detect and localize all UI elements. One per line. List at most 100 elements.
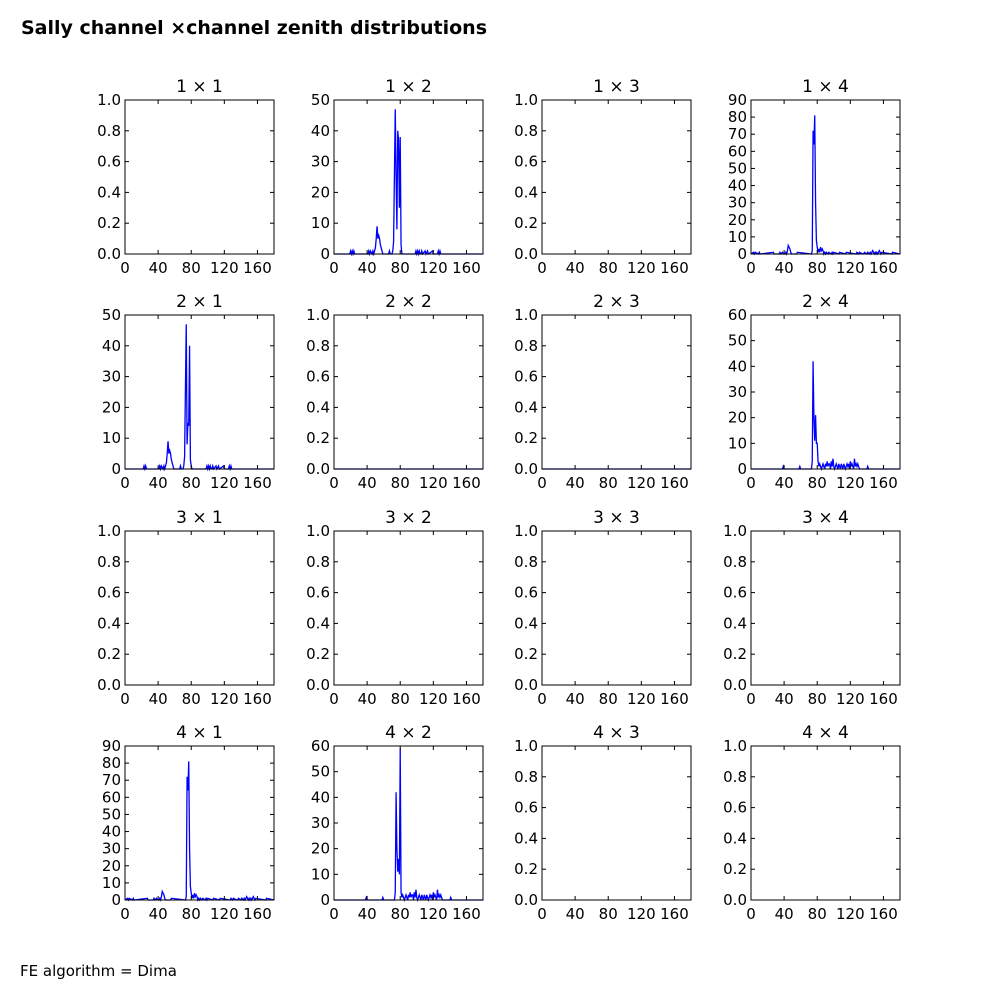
subplot-2-1-xtick-label: 40 (149, 474, 168, 492)
subplot-2-3-xtick-label: 160 (660, 474, 689, 492)
subplot-2-3-ytick-label: 0.4 (514, 398, 538, 416)
subplot-3-1-xtick-label: 0 (120, 690, 130, 708)
subplot-2-4-axes-frame (750, 314, 901, 470)
subplot-3-1-xtick-label: 40 (149, 690, 168, 708)
subplot-3-2-ytick-label: 0.8 (306, 553, 330, 571)
subplot-4-2-ytick-label: 10 (311, 865, 330, 883)
subplot-2-4-ytick-label: 0 (737, 460, 747, 478)
subplot-2-4-title: 2 × 4 (802, 292, 849, 312)
subplot-2-3-xtick-label: 120 (627, 474, 656, 492)
subplot-1-3-axes-frame (541, 99, 692, 255)
subplot-3-1-ytick-label: 1.0 (97, 522, 121, 540)
subplot-1-2-xtick-label: 80 (391, 259, 410, 277)
subplot-4-3-xtick-label: 40 (566, 905, 585, 923)
subplot-2-2-xtick-label: 120 (419, 474, 448, 492)
subplot-3-3-ytick-label: 0.2 (514, 645, 538, 663)
subplot-1-4-ytick-label: 80 (728, 108, 747, 126)
subplot-2-1-ytick-label: 0 (111, 460, 121, 478)
subplot-2-4-xtick-label: 40 (775, 474, 794, 492)
subplot-1-2-axes-frame (333, 99, 484, 255)
subplot-3-4-axes-frame (750, 530, 901, 686)
subplot-2-1-ytick-label: 40 (102, 337, 121, 355)
subplot-3-2-xtick-label: 160 (452, 690, 481, 708)
subplot-3-4-ytick-label: 0.6 (723, 584, 747, 602)
subplot-4-4-xtick-label: 160 (869, 905, 898, 923)
subplot-4-1-ytick-label: 60 (102, 788, 121, 806)
subplot-2-3-axes-frame (541, 314, 692, 470)
subplot-4-3-ytick-label: 0.2 (514, 860, 538, 878)
subplot-2-2-axes-frame (333, 314, 484, 470)
subplot-3-2-ytick-label: 0.0 (306, 676, 330, 694)
subplot-3-1-title: 3 × 1 (176, 508, 223, 528)
subplot-1-1-ytick-label: 0.2 (97, 214, 121, 232)
subplot-1-4-ytick-label: 10 (728, 228, 747, 246)
subplot-2-4-ytick-label: 50 (728, 332, 747, 350)
subplot-1-1-ytick-label: 1.0 (97, 91, 121, 109)
subplot-4-4-ytick-label: 1.0 (723, 737, 747, 755)
subplot-2-3-ytick-label: 0.8 (514, 337, 538, 355)
subplot-3-4-ytick-label: 0.4 (723, 614, 747, 632)
subplot-4-4-ytick-label: 0.8 (723, 768, 747, 786)
subplot-2-4-xtick-label: 160 (869, 474, 898, 492)
subplot-2-2-title: 2 × 2 (385, 292, 432, 312)
subplot-4-1-xtick-label: 120 (210, 905, 239, 923)
subplot-3-3-ytick-label: 0.6 (514, 584, 538, 602)
subplot-2-2: 2 × 2 0 40 80 120 160 0.0 0.2 0.4 0.6 0.8 1.0 (306, 292, 484, 492)
subplot-2-1-xtick-label: 80 (182, 474, 201, 492)
subplot-2-2-ytick-label: 0.6 (306, 368, 330, 386)
subplot-1-3-xtick-label: 40 (566, 259, 585, 277)
subplot-1-1-xtick-label: 160 (243, 259, 272, 277)
subplot-4-3-xtick-label: 120 (627, 905, 656, 923)
subplot-3-4-xtick-label: 80 (808, 690, 827, 708)
subplot-4-3: 4 × 3 0 40 80 120 160 0.0 0.2 0.4 0.6 0.8 1.0 (514, 723, 692, 923)
subplot-2-1-axes-frame (124, 314, 275, 470)
subplot-3-3-title: 3 × 3 (593, 508, 640, 528)
subplot-1-4-xtick-label: 0 (746, 259, 756, 277)
subplot-3-2-xtick-label: 120 (419, 690, 448, 708)
subplot-1-4-ytick-label: 60 (728, 142, 747, 160)
subplot-2-3-ytick-label: 0.0 (514, 460, 538, 478)
subplot-4-1-ytick-label: 30 (102, 840, 121, 858)
subplot-4-3-ytick-label: 0.6 (514, 799, 538, 817)
subplot-3-4-ytick-label: 0.8 (723, 553, 747, 571)
subplot-3-1-axes-frame (124, 530, 275, 686)
subplot-4-1-ytick-label: 50 (102, 805, 121, 823)
subplot-1-2-ytick-label: 20 (311, 183, 330, 201)
subplot-1-4-ytick-label: 90 (728, 91, 747, 109)
subplot-4-1-series-line (124, 761, 275, 902)
subplot-1-3-ytick-label: 0.8 (514, 122, 538, 140)
subplot-3-2-ytick-label: 0.6 (306, 584, 330, 602)
subplot-4-2-xtick-label: 40 (358, 905, 377, 923)
subplot-3-3-xtick-label: 40 (566, 690, 585, 708)
subplot-2-2-xtick-label: 160 (452, 474, 481, 492)
subplot-3-4: 3 × 4 0 40 80 120 160 0.0 0.2 0.4 0.6 0.8 1.0 (723, 508, 901, 708)
subplot-3-4-xtick-label: 0 (746, 690, 756, 708)
subplot-3-2-ytick-label: 0.4 (306, 614, 330, 632)
subplot-1-2-ytick-label: 50 (311, 91, 330, 109)
subplot-3-4-xtick-label: 120 (836, 690, 865, 708)
subplot-2-4-ytick-label: 20 (728, 409, 747, 427)
subplot-4-3-ytick-label: 0.0 (514, 891, 538, 909)
subplot-1-4-title: 1 × 4 (802, 77, 849, 97)
subplot-4-4-xtick-label: 120 (836, 905, 865, 923)
subplot-3-2-ytick-label: 0.2 (306, 645, 330, 663)
subplot-4-4-ytick-label: 0.6 (723, 799, 747, 817)
subplot-2-4-xtick-label: 0 (746, 474, 756, 492)
subplot-3-1-xtick-label: 160 (243, 690, 272, 708)
subplot-4-4-xtick-label: 40 (775, 905, 794, 923)
subplot-4-4-xtick-label: 80 (808, 905, 827, 923)
subplot-4-3-xtick-label: 160 (660, 905, 689, 923)
subplot-2-4: 2 × 4 0 40 80 120 160 0 10 20 30 40 50 60 (728, 292, 901, 492)
subplot-2-2-xtick-label: 0 (329, 474, 339, 492)
subplot-2-1: 2 × 1 0 40 80 120 160 0 10 20 30 40 50 (102, 292, 275, 492)
subplot-4-1-xtick-label: 160 (243, 905, 272, 923)
subplot-4-2-ytick-label: 60 (311, 737, 330, 755)
subplot-1-2-title: 1 × 2 (385, 77, 432, 97)
subplot-4-2-title: 4 × 2 (385, 723, 432, 743)
subplot-4-3-xtick-label: 0 (537, 905, 547, 923)
subplot-4-1-ytick-label: 0 (111, 891, 121, 909)
subplot-1-3: 1 × 3 0 40 80 120 160 0.0 0.2 0.4 0.6 0.8 1.0 (514, 77, 692, 277)
subplot-2-4-xtick-label: 120 (836, 474, 865, 492)
